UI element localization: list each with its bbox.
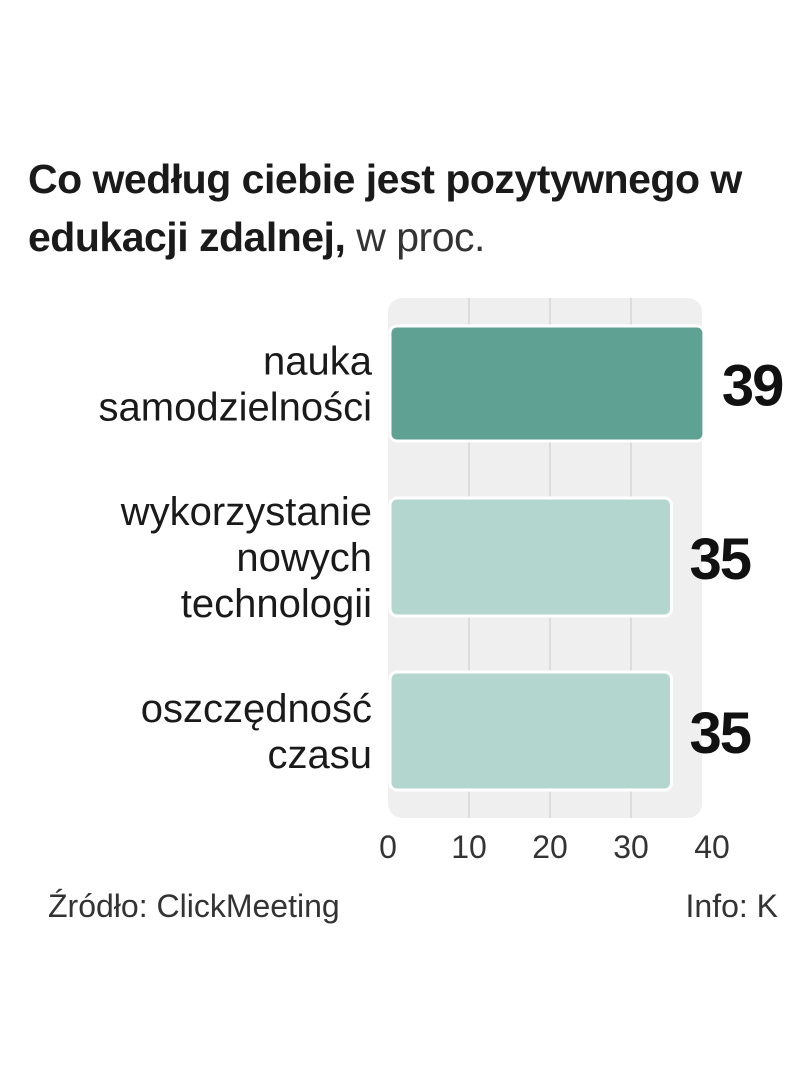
- category-label: czasu: [268, 733, 373, 777]
- bar: [388, 324, 706, 443]
- category-label: nowych: [236, 536, 372, 580]
- chart-title-main: Co według ciebie jest pozytywnego w eduk…: [28, 156, 742, 260]
- category-label: nauka: [263, 340, 373, 384]
- category-label: samodzielności: [99, 386, 372, 430]
- x-tick-label: 30: [613, 829, 649, 865]
- category-label: technologii: [181, 582, 372, 626]
- chart-title: Co według ciebie jest pozytywnego w eduk…: [28, 150, 798, 266]
- source-note: Źródło: ClickMeeting: [48, 888, 340, 924]
- x-tick-label: 20: [532, 829, 568, 865]
- chart-title-unit: w proc.: [345, 214, 485, 260]
- category-label: wykorzystanie: [120, 490, 372, 534]
- bar: [388, 670, 673, 792]
- value-label: 35: [690, 701, 751, 766]
- value-label: 35: [690, 527, 751, 592]
- bar: [388, 496, 673, 618]
- info-credit: Info: K: [685, 888, 779, 924]
- category-label: oszczędność: [141, 687, 372, 731]
- x-tick-label: 0: [379, 829, 397, 865]
- x-tick-label: 10: [451, 829, 487, 865]
- x-tick-label: 40: [694, 829, 730, 865]
- value-label: 39: [722, 354, 783, 419]
